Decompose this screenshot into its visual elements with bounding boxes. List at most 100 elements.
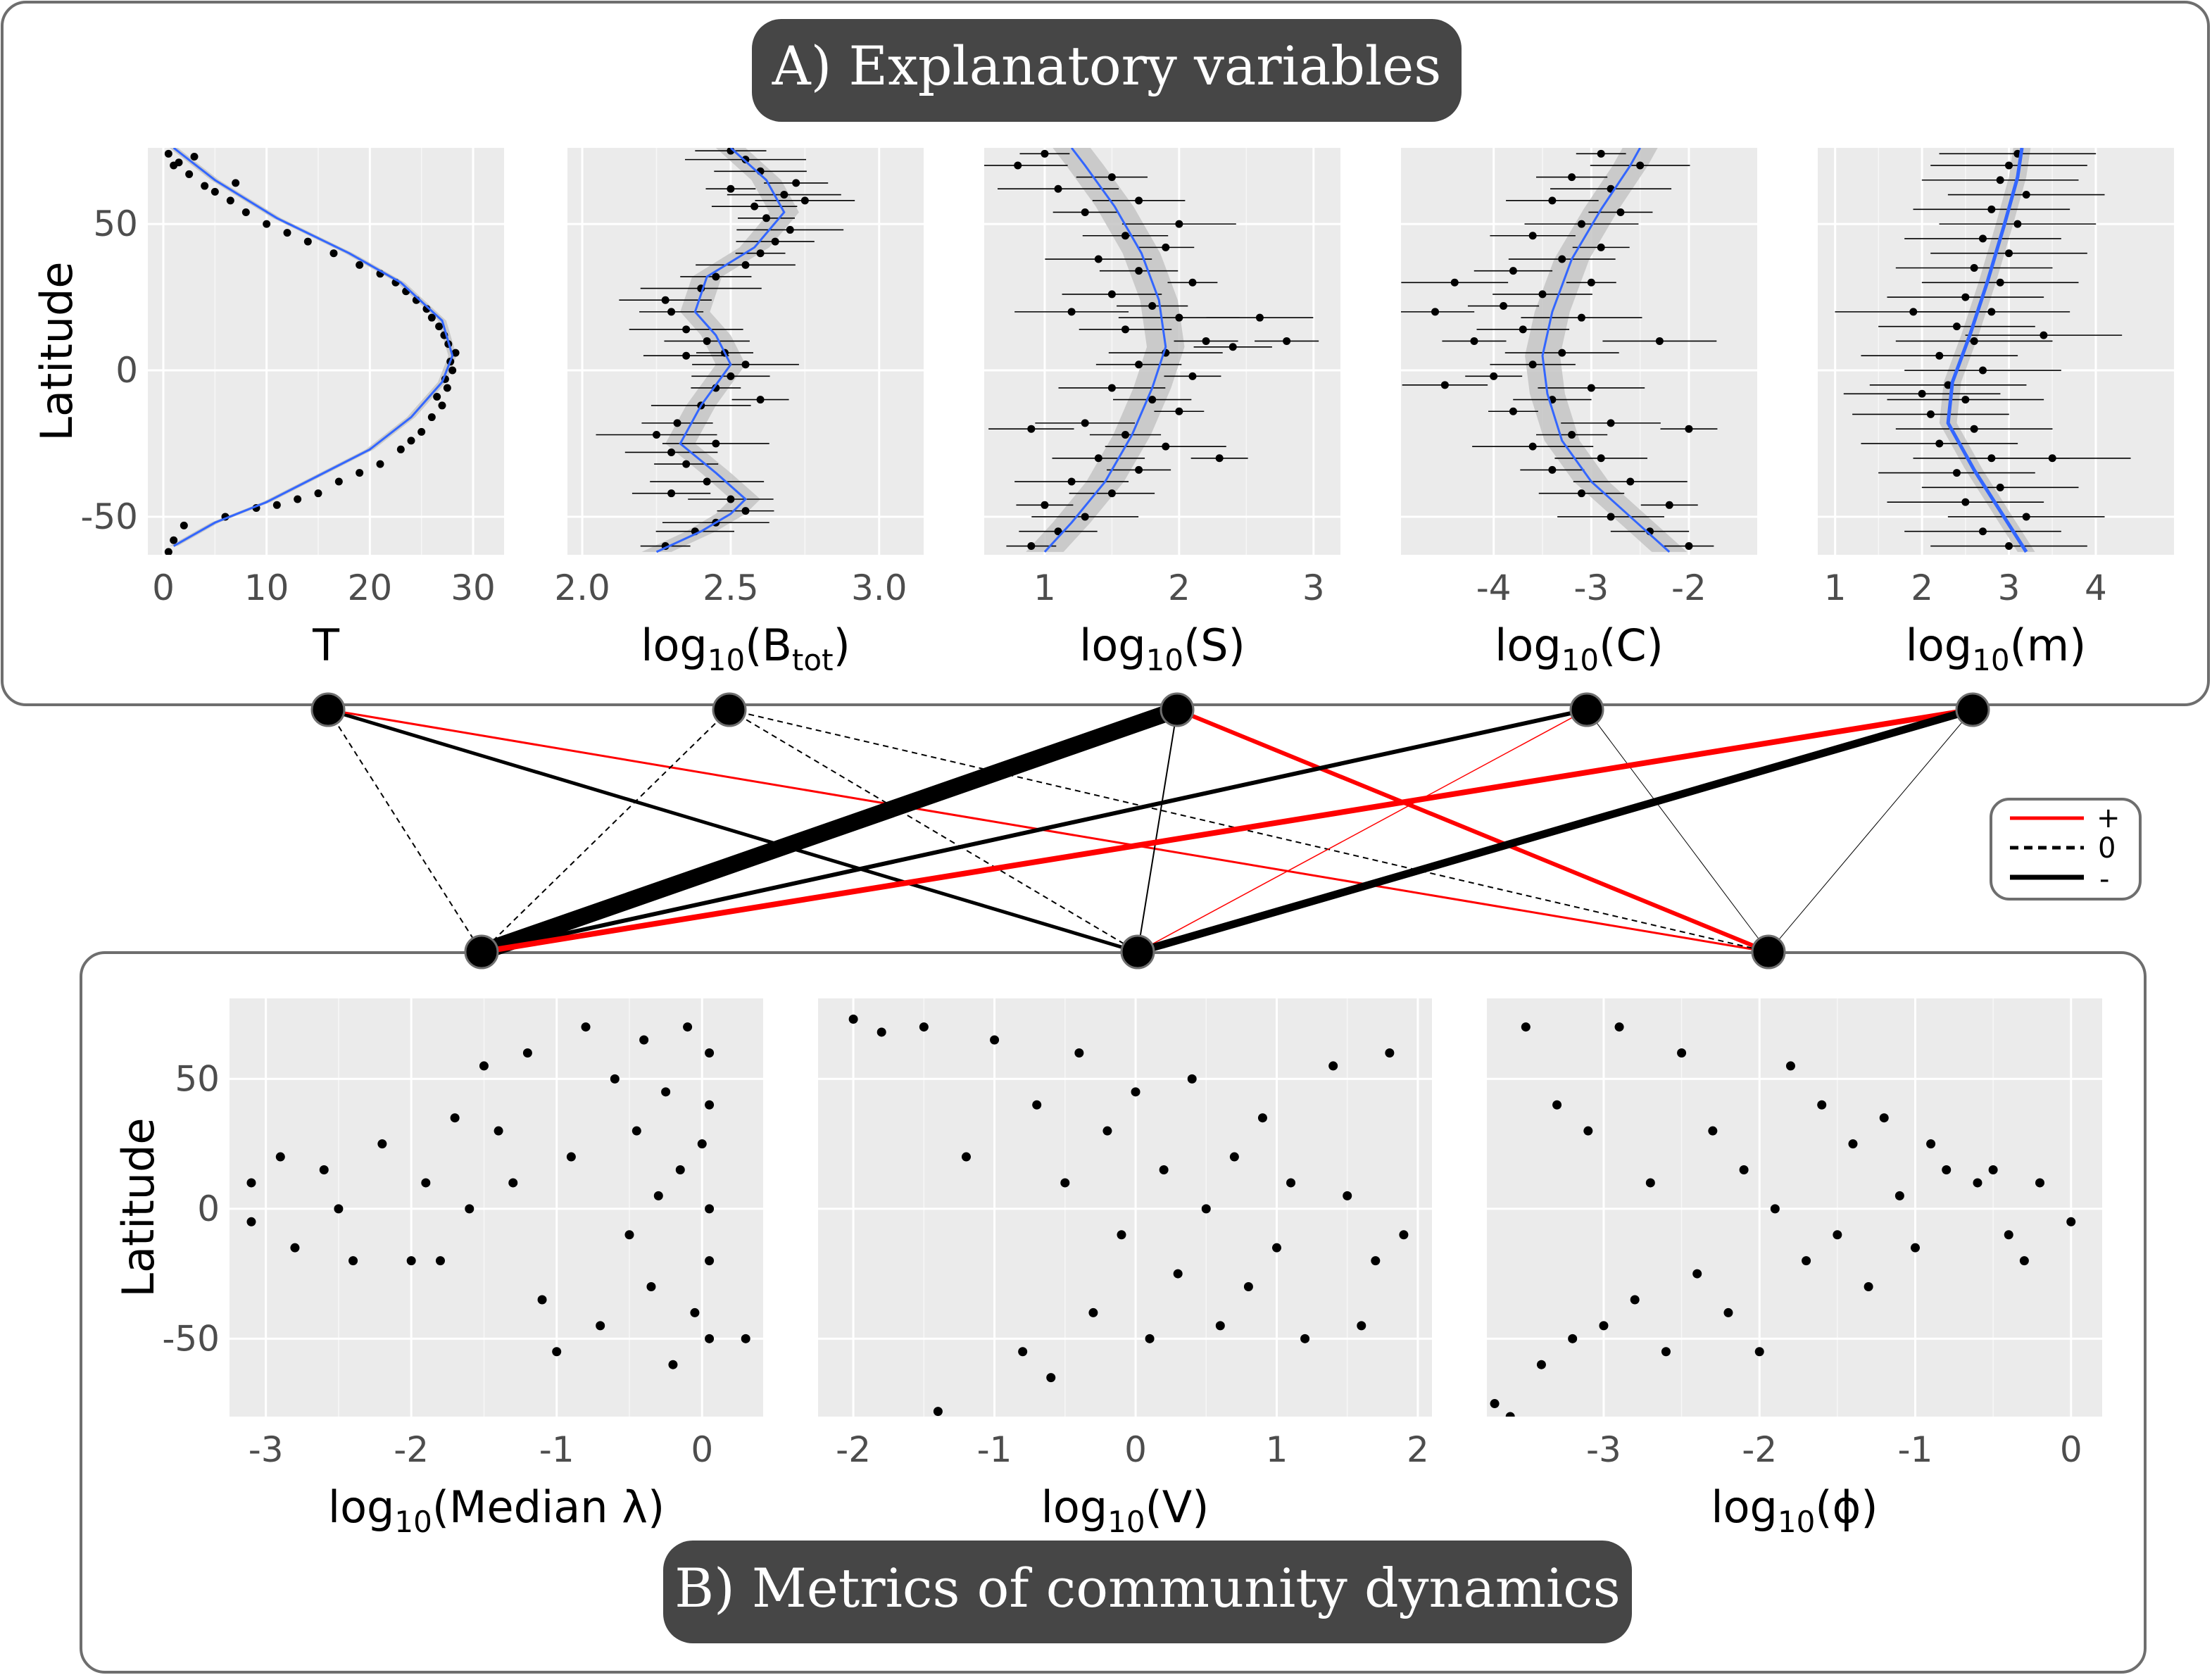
data-point (1685, 425, 1693, 433)
x-tick-label: -3 (1573, 567, 1609, 608)
data-point (1175, 313, 1183, 322)
data-point (682, 351, 691, 360)
data-point (407, 437, 415, 445)
data-point (683, 1022, 693, 1032)
data-point (348, 1256, 358, 1266)
y-axis-label: Latitude (113, 1117, 164, 1297)
data-point (1802, 1256, 1811, 1266)
panel-background (230, 998, 763, 1417)
x-tick-label: -1 (977, 1429, 1012, 1470)
data-point (1202, 337, 1210, 345)
data-point (1970, 337, 1978, 345)
y-tick-label: -50 (162, 1318, 220, 1359)
data-point (741, 261, 750, 269)
data-point (1054, 527, 1062, 536)
data-point (741, 507, 750, 515)
data-point (170, 536, 178, 544)
data-point (1229, 1152, 1239, 1162)
data-point (771, 237, 779, 246)
x-axis-label: T (312, 620, 340, 671)
data-point (667, 489, 676, 498)
data-point (1568, 173, 1576, 182)
data-point (1081, 513, 1089, 521)
data-point (1942, 1165, 1952, 1175)
data-point (1159, 1165, 1169, 1175)
data-point (427, 313, 436, 322)
data-point (1988, 1165, 1998, 1175)
x-tick-label: 0 (152, 567, 175, 608)
data-point (1054, 184, 1062, 193)
data-point (1027, 425, 1036, 433)
data-point (1440, 381, 1449, 389)
panel-background (1487, 998, 2102, 1417)
data-point (1074, 1048, 1084, 1058)
confidence-ribbon (1525, 148, 1688, 552)
data-point (1909, 308, 1918, 316)
data-point (1961, 293, 1970, 301)
legend-negative-label: - (2099, 863, 2109, 896)
data-point (756, 249, 765, 258)
data-point (667, 308, 676, 316)
data-point (596, 1321, 605, 1331)
confidence-ribbon (641, 148, 799, 552)
data-point (2048, 454, 2056, 463)
data-point (1046, 1373, 1056, 1383)
data-point (1148, 302, 1157, 310)
data-point (1754, 1347, 1764, 1357)
data-point (1188, 278, 1197, 287)
edge-positive (327, 708, 1769, 953)
data-point (712, 439, 720, 448)
data-point (377, 1139, 387, 1149)
data-point (1538, 290, 1547, 299)
data-point (675, 1165, 685, 1175)
sign-legend: + 0 - (1990, 798, 2142, 901)
data-point (164, 149, 172, 158)
data-point (1300, 1334, 1310, 1343)
x-tick-label: 3 (1302, 567, 1325, 608)
data-point (180, 521, 188, 529)
data-point (190, 152, 199, 161)
data-point (1121, 325, 1129, 334)
x-tick-label: 30 (451, 567, 496, 608)
data-point (1505, 1412, 1515, 1417)
x-axis-label: log10(C) (1495, 620, 1664, 677)
edge-negative (1768, 709, 1973, 953)
edge-negative (1137, 709, 1178, 953)
data-point (232, 179, 240, 187)
data-point (1018, 1347, 1028, 1357)
data-point (427, 413, 436, 422)
data-point (780, 191, 788, 199)
panel-T: 0 10 20 30 50 0 -50 Latitude T (31, 148, 504, 671)
data-point (697, 1139, 707, 1149)
data-point (1665, 501, 1673, 509)
data-point (1685, 542, 1693, 551)
data-point (1060, 1178, 1070, 1188)
y-tick-label: 50 (93, 203, 138, 244)
data-point (1548, 196, 1557, 205)
data-point (1107, 489, 1116, 498)
data-point (1102, 1126, 1112, 1136)
explanatory-title: A) Explanatory variables (752, 19, 1462, 122)
x-tick-label: 1 (1824, 567, 1847, 608)
data-point (1548, 465, 1557, 474)
edge-zero (729, 709, 1769, 953)
data-point (661, 1087, 671, 1097)
data-point (1173, 1269, 1183, 1279)
data-point (1343, 1191, 1352, 1200)
data-point (1970, 425, 1978, 433)
data-point (1121, 232, 1129, 240)
data-point (1607, 513, 1615, 521)
data-point (1645, 1178, 1655, 1188)
data-point (1135, 196, 1143, 205)
x-tick-label: 10 (244, 567, 289, 608)
data-point (1243, 1282, 1253, 1292)
data-point (1257, 1113, 1267, 1123)
explanatory-title-text: A) Explanatory variables (772, 34, 1441, 97)
data-point (1135, 267, 1143, 275)
edge-zero (481, 709, 730, 953)
data-point (876, 1027, 886, 1037)
x-tick-label: -2 (394, 1429, 429, 1470)
